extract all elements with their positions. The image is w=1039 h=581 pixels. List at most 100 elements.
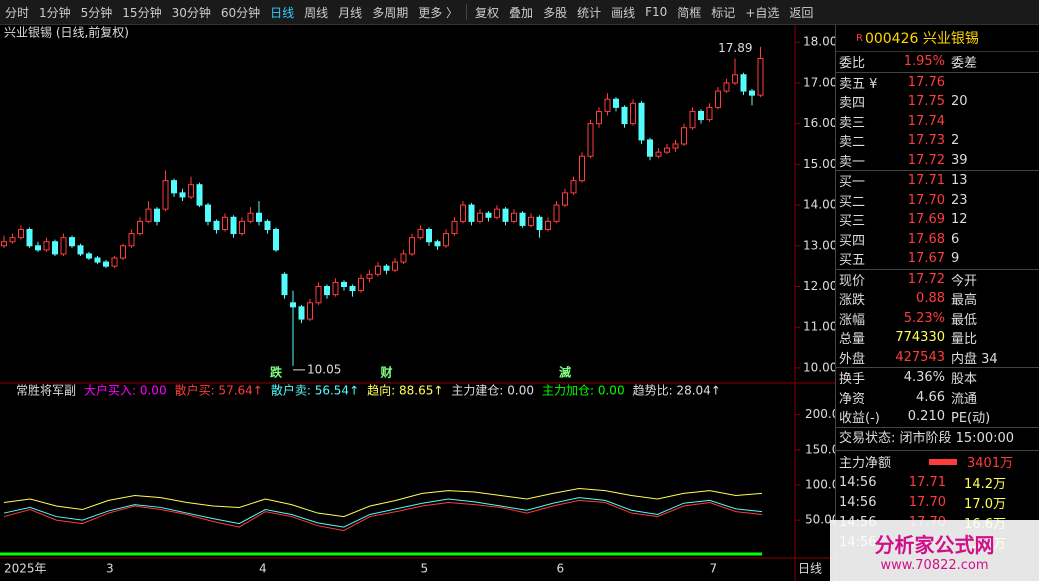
candle-body bbox=[145, 208, 152, 222]
quote-row: 卖三 17.74 bbox=[836, 112, 1039, 132]
candle-body bbox=[128, 233, 135, 247]
x-tick-label: 2025年 bbox=[4, 562, 47, 576]
toolbar-button[interactable]: 简框 bbox=[677, 5, 702, 20]
candle-body bbox=[375, 265, 381, 275]
candle-body bbox=[689, 110, 696, 129]
candle-body bbox=[638, 102, 645, 141]
candle-body bbox=[596, 110, 602, 125]
badge: R bbox=[856, 32, 863, 44]
candle-body bbox=[137, 220, 143, 235]
y-tick-label: 150.00 bbox=[805, 442, 835, 456]
low-label: 10.05 bbox=[307, 362, 341, 376]
quote-row: 换手 4.36% 股本 bbox=[836, 367, 1039, 388]
y-tick-label: 18.00 bbox=[803, 35, 835, 49]
row-value: 17.71 bbox=[907, 173, 945, 189]
candle-body bbox=[341, 281, 347, 288]
legend-entry: 主力加仓: 0.00 bbox=[542, 384, 625, 398]
candle-body bbox=[120, 245, 126, 259]
quote-row: 涨跌 0.88 最高 bbox=[836, 289, 1039, 309]
candle-body bbox=[519, 212, 526, 226]
candle-body bbox=[247, 212, 254, 222]
legend-entry: 趋势比: 28.04↑ bbox=[633, 384, 721, 398]
toolbar-button[interactable]: 更多 〉 bbox=[418, 5, 459, 20]
toolbar-button[interactable]: 日线 bbox=[270, 5, 295, 20]
row-extra: PE(动) bbox=[951, 411, 991, 427]
row-value: 0.88 bbox=[916, 291, 945, 307]
candle-body bbox=[86, 253, 92, 259]
toolbar-button[interactable]: 返回 bbox=[789, 5, 814, 20]
toolbar-button[interactable]: 15分钟 bbox=[122, 5, 162, 20]
toolbar-button[interactable]: +自选 bbox=[745, 5, 780, 20]
quote-row: 涨幅 5.23% 最低 bbox=[836, 309, 1039, 329]
row-value: 5.23% bbox=[903, 310, 945, 326]
toolbar-button[interactable]: 叠加 bbox=[509, 5, 534, 20]
row-value: 17.69 bbox=[907, 212, 945, 228]
candle-body bbox=[154, 208, 160, 222]
y-tick-label: 10.00 bbox=[803, 360, 835, 374]
trade-price: 17.70 bbox=[908, 495, 946, 510]
row-label: 买一 bbox=[839, 175, 866, 191]
row-label: 换手 bbox=[839, 372, 866, 388]
chart-title: 兴业银锡 (日线,前复权) bbox=[4, 25, 129, 40]
candle-body bbox=[740, 74, 747, 92]
toolbar-button[interactable]: 60分钟 bbox=[220, 5, 261, 20]
signal-label: 财 bbox=[379, 365, 392, 380]
candle-body bbox=[587, 123, 594, 157]
row-extra: 今开 bbox=[951, 273, 978, 289]
x-tick-label: 6 bbox=[557, 562, 565, 576]
indicator-line bbox=[3, 497, 763, 528]
row-value: 17.72 bbox=[907, 271, 945, 287]
row-label: 买二 bbox=[839, 194, 866, 210]
row-value: 17.75 bbox=[907, 94, 945, 110]
quote-row: 买五 17.67 9 bbox=[836, 249, 1039, 269]
candle-body bbox=[400, 253, 407, 263]
y-tick-label: 200.00 bbox=[805, 407, 835, 421]
indicator-title: 常胜将军副 bbox=[16, 383, 76, 398]
y-tick-label: 12.00 bbox=[803, 279, 835, 293]
candle-body bbox=[511, 212, 517, 222]
candle-body bbox=[256, 212, 262, 222]
y-tick-label: 14.00 bbox=[803, 198, 835, 212]
legend-entry: 主力建仓: 0.00 bbox=[451, 384, 534, 398]
candle-body bbox=[213, 220, 220, 231]
toolbar-button[interactable]: 5分钟 bbox=[80, 5, 113, 20]
candle-body bbox=[196, 184, 203, 206]
row-label: 涨幅 bbox=[839, 312, 866, 328]
row-value: 17.73 bbox=[907, 133, 945, 149]
quote-row: 卖四 17.75 20 bbox=[836, 92, 1039, 112]
candle-body bbox=[426, 229, 432, 243]
candle-body bbox=[171, 180, 177, 194]
trade-volume: 17.0万 bbox=[964, 497, 1006, 512]
toolbar-button[interactable]: 分时 bbox=[5, 5, 30, 20]
candle-body bbox=[477, 212, 483, 222]
candle-body bbox=[613, 98, 619, 108]
toolbar-button[interactable]: 周线 bbox=[304, 5, 329, 20]
candle-body bbox=[392, 261, 398, 271]
quote-row: 外盘 427543 内盘 34 bbox=[836, 348, 1039, 368]
toolbar-button[interactable]: F10 bbox=[645, 5, 668, 19]
candle-body bbox=[672, 143, 679, 149]
quote-row: 卖五 ¥ 17.76 bbox=[836, 71, 1039, 93]
toolbar-button[interactable]: 画线 bbox=[611, 5, 636, 20]
quote-row: 买一 17.71 13 bbox=[836, 170, 1039, 191]
toolbar-button[interactable]: 标记 bbox=[711, 5, 736, 20]
row-label: 卖二 bbox=[839, 135, 866, 151]
row-value: 17.74 bbox=[907, 113, 945, 129]
toolbar-button[interactable]: 统计 bbox=[577, 5, 602, 20]
toolbar-button[interactable]: 多股 bbox=[543, 5, 568, 20]
toolbar-button[interactable]: 多周期 bbox=[372, 5, 409, 20]
y-tick-label: 11.00 bbox=[803, 320, 835, 334]
candle-body bbox=[18, 229, 24, 239]
candle-body bbox=[443, 233, 449, 247]
toolbar-button[interactable]: 1分钟 bbox=[39, 5, 71, 20]
row-extra: 23 bbox=[951, 192, 968, 208]
toolbar-button[interactable]: 复权 bbox=[475, 5, 500, 20]
watermark-url: www.70822.com bbox=[880, 557, 989, 573]
y-tick-label: 13.00 bbox=[803, 238, 835, 252]
toolbar-button[interactable]: 30分钟 bbox=[171, 5, 211, 20]
net-value: 3401万 bbox=[967, 456, 1014, 471]
candle-body bbox=[94, 257, 101, 263]
candle-body bbox=[324, 286, 330, 296]
candle-body bbox=[417, 229, 424, 239]
toolbar-button[interactable]: 月线 bbox=[338, 5, 363, 20]
